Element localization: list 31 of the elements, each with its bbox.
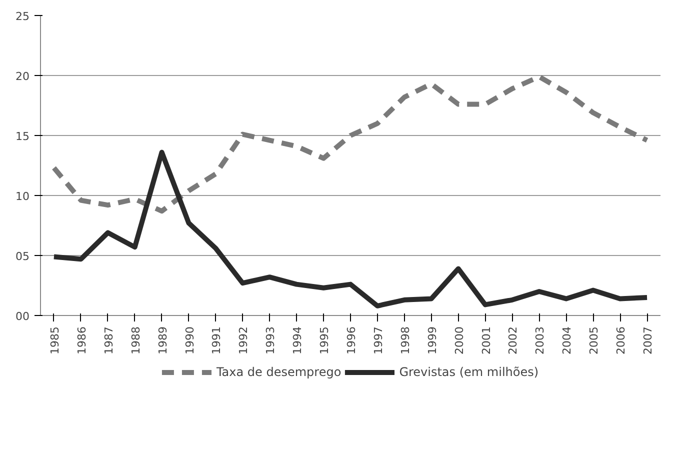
x-tick-label: 1987 — [102, 326, 116, 354]
x-tick-label: 1997 — [372, 326, 385, 354]
legend-label: Grevistas (em milhões) — [399, 365, 539, 379]
x-tick-label: 2005 — [588, 326, 601, 354]
y-tick-label: 20 — [16, 70, 30, 83]
x-tick-label: 1993 — [264, 326, 278, 354]
legend-label: Taxa de desemprego — [216, 365, 342, 379]
x-tick-label: 2002 — [506, 326, 520, 354]
y-tick-label: 10 — [16, 190, 30, 203]
x-tick-label: 1996 — [345, 326, 358, 354]
x-tick-label: 2004 — [560, 326, 574, 354]
x-tick-label: 1994 — [291, 326, 304, 354]
x-tick-label: 1986 — [75, 326, 88, 354]
x-tick-label: 2006 — [614, 326, 628, 354]
x-tick-label: 1995 — [318, 326, 332, 354]
y-tick-label: 25 — [16, 10, 30, 23]
y-tick-label: 05 — [16, 250, 30, 263]
x-tick-label: 2003 — [534, 326, 547, 354]
x-tick-label: 2001 — [480, 326, 493, 354]
x-tick-label: 1998 — [398, 326, 412, 354]
y-tick-label: 00 — [16, 310, 30, 323]
x-tick-label: 1992 — [237, 326, 250, 354]
y-tick-label: 15 — [16, 130, 30, 143]
x-tick-label: 1991 — [210, 326, 224, 354]
x-tick-label: 2007 — [642, 326, 655, 354]
x-tick-label: 1989 — [156, 326, 170, 354]
x-tick-label: 2000 — [452, 326, 466, 354]
x-tick-label: 1990 — [183, 326, 196, 354]
x-tick-label: 1999 — [426, 326, 439, 354]
x-tick-label: 1985 — [48, 326, 62, 354]
x-tick-label: 1988 — [129, 326, 142, 354]
